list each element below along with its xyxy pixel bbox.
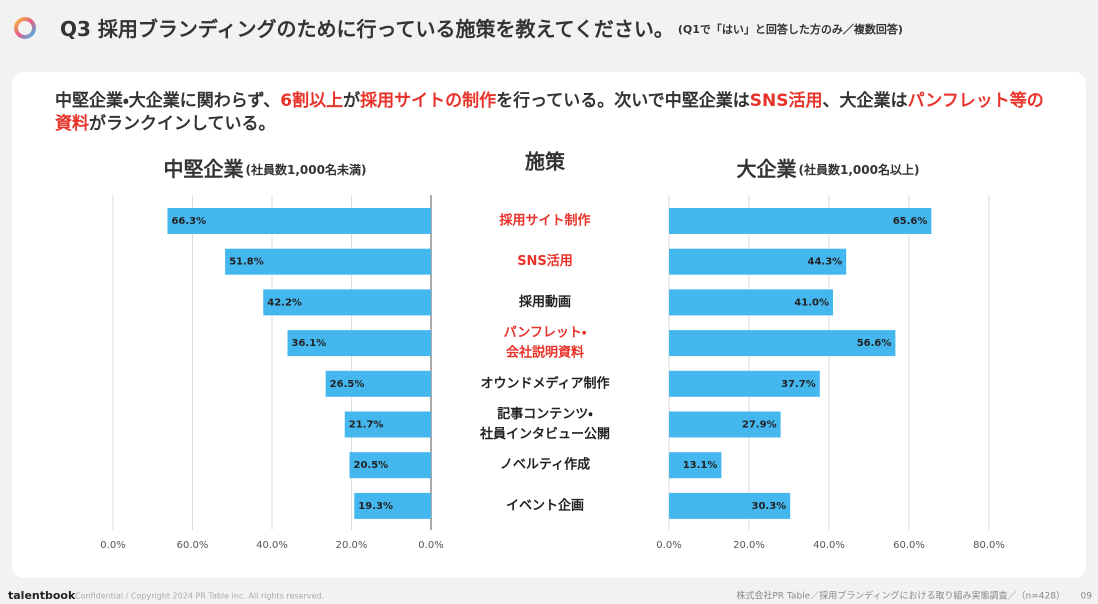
bar [669, 248, 847, 275]
bar [225, 248, 431, 275]
value-label: 66.3% [171, 216, 206, 227]
bar [669, 370, 820, 397]
summary-run: が [343, 91, 361, 111]
bar [669, 492, 791, 519]
bar [287, 330, 431, 357]
value-label: 21.7% [349, 420, 384, 431]
value-label: 37.7% [781, 379, 816, 390]
x-tick-label: 40.0% [813, 540, 845, 551]
value-label: 19.3% [358, 501, 393, 512]
panel-subtitle: (社員数1,000名以上) [799, 162, 920, 177]
summary-run: パンフレット等の資料 [55, 91, 1044, 134]
value-label: 44.3% [807, 257, 842, 268]
x-tick-label: 20.0% [336, 540, 368, 551]
value-label: 27.9% [742, 420, 777, 431]
summary-run: 中堅企業・大企業に関わらず、 [55, 91, 281, 111]
summary-run: 採用サイトの制作 [360, 91, 497, 111]
x-tick-label: 0.0% [656, 540, 681, 551]
page-number: 09 [1081, 592, 1093, 602]
note: (Q1で「はい」と回答した方のみ／複数回答) [678, 22, 903, 36]
x-tick-label: 60.0% [893, 540, 925, 551]
value-label: 20.5% [354, 460, 389, 471]
measures-title: 施策 [525, 150, 566, 174]
bar [344, 411, 431, 438]
value-label: 42.2% [267, 297, 302, 308]
bar [669, 330, 896, 357]
category-label: オウンドメディア制作 [480, 375, 609, 391]
x-tick-label: 0.0% [100, 540, 125, 551]
value-label: 56.6% [857, 338, 892, 349]
value-label: 36.1% [292, 338, 327, 349]
value-label: 65.6% [893, 216, 928, 227]
bar [167, 208, 431, 234]
bar [669, 411, 781, 438]
panel-subtitle: (社員数1,000名未満) [246, 162, 367, 177]
value-label: 41.0% [794, 297, 829, 308]
source: 株式会社PR Table／採用ブランディングにおける取り組み実態調査／（n=42… [736, 590, 1065, 602]
category-label: 記事コンテンツ・ [497, 406, 593, 422]
x-tick-label: 40.0% [256, 540, 288, 551]
x-tick-label: 80.0% [973, 540, 1005, 551]
summary-run: SNS活用 [749, 91, 823, 111]
card [12, 72, 1086, 578]
category-label: SNS活用 [517, 253, 573, 269]
bar [669, 452, 722, 479]
value-label: 51.8% [229, 257, 264, 268]
title: Q3 採用ブランディングのために行っている施策を教えてください。 [60, 17, 674, 41]
category-label: 採用サイト制作 [499, 213, 590, 229]
logo-ring [14, 17, 36, 39]
header: Q3 採用ブランディングのために行っている施策を教えてください。 (Q1で「はい」… [60, 17, 903, 41]
summary-run: を行っている。次いで中堅企業は [496, 91, 750, 111]
category-label: 会社説明資料 [506, 345, 584, 361]
x-tick-label: 20.0% [733, 540, 765, 551]
bar [669, 289, 833, 316]
panel-title-main: 中堅企業 [164, 157, 245, 181]
category-label: ノベルティ作成 [500, 457, 590, 473]
bar [325, 370, 431, 397]
category-label: イベント企画 [506, 497, 584, 513]
x-tick-label: 60.0% [177, 540, 209, 551]
summary: 中堅企業・大企業に関わらず、6割以上が採用サイトの制作を行っている。次いで中堅企… [55, 90, 1045, 136]
summary-run: 、大企業は [822, 91, 908, 111]
value-label: 13.1% [683, 460, 718, 471]
value-label: 30.3% [751, 501, 786, 512]
bar [669, 208, 932, 234]
category-label: 採用動画 [519, 294, 571, 310]
bar [349, 452, 431, 479]
copyright: Confidential / Copyright 2024 PR Table i… [75, 592, 324, 601]
brand: talentbook [8, 589, 76, 602]
panel-title: 中堅企業 (社員数1,000名未満) [164, 157, 367, 181]
panel-title-main: 大企業 [737, 157, 798, 181]
bar [263, 289, 431, 316]
x-tick-label: 0.0% [418, 540, 443, 551]
summary-run: 6割以上 [280, 91, 344, 111]
category-label: 社員インタビュー公開 [479, 426, 610, 442]
bar [354, 492, 431, 519]
panel-title: 大企業 (社員数1,000名以上) [737, 157, 920, 181]
summary-run: がランクインしている。 [89, 114, 276, 134]
value-label: 26.5% [330, 379, 365, 390]
category-label: パンフレット・ [504, 326, 587, 341]
